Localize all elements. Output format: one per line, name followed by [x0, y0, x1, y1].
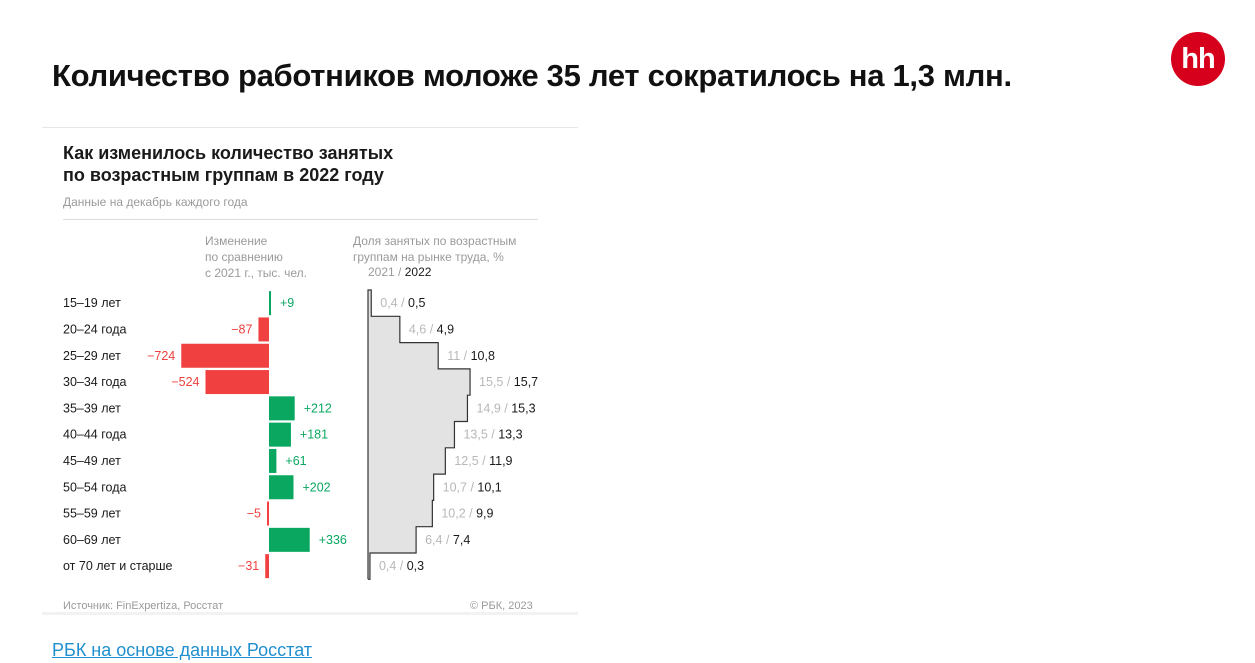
- category-label: 50–54 года: [63, 480, 126, 494]
- share-2022-value: 13,3: [498, 428, 522, 442]
- hh-logo[interactable]: hh: [1171, 32, 1225, 86]
- share-area: [368, 290, 471, 580]
- share-2022-value: 9,9: [476, 507, 493, 521]
- change-value-label: −5: [247, 507, 261, 521]
- change-bar: [269, 527, 310, 552]
- share-value-label: 0,4 / 0,5: [380, 296, 425, 310]
- share-2022-value: 4,9: [437, 322, 454, 336]
- category-label: от 70 лет и старше: [63, 559, 173, 573]
- share-value-label: 13,5 / 13,3: [463, 428, 522, 442]
- change-value-label: +202: [302, 480, 330, 494]
- change-bar: [258, 317, 269, 342]
- legend-separator: /: [394, 265, 405, 279]
- source-link[interactable]: РБК на основе данных Росстат: [52, 640, 313, 660]
- share-2021-value: 12,5 /: [454, 454, 489, 468]
- change-bar: [269, 291, 271, 316]
- share-2022-value: 0,3: [407, 559, 424, 573]
- share-legend: 2021 / 2022: [368, 265, 431, 279]
- card-divider: [42, 612, 578, 615]
- chart-title: Как изменилось количество занятых по воз…: [63, 143, 394, 185]
- legend-2022: 2022: [404, 265, 432, 279]
- share-2021-value: 13,5 /: [463, 428, 498, 442]
- share-2021-value: 10,7 /: [443, 480, 478, 494]
- share-2021-value: 15,5 /: [479, 375, 514, 389]
- share-2022-value: 7,4: [453, 533, 470, 547]
- category-label: 30–34 года: [63, 375, 126, 389]
- share-2022-value: 10,8: [471, 349, 495, 363]
- share-value-label: 4,6 / 4,9: [409, 322, 454, 336]
- share-outline: [367, 289, 471, 580]
- chart-subtitle: Данные на декабрь каждого года: [63, 195, 248, 209]
- chart-card: [42, 127, 578, 616]
- change-value-label: +212: [304, 401, 332, 415]
- category-label: 25–29 лет: [63, 349, 121, 363]
- page-headline: Количество работников моложе 35 лет сокр…: [52, 58, 1012, 93]
- category-label: 40–44 года: [63, 428, 126, 442]
- legend-2021: 2021: [368, 265, 395, 279]
- change-bar: [267, 501, 269, 526]
- share-2021-value: 10,2 /: [441, 507, 476, 521]
- change-column-header: Изменение по сравнению с 2021 г., тыс. ч…: [205, 234, 307, 280]
- share-2021-value: 11 /: [447, 349, 470, 363]
- change-bar: [269, 422, 291, 447]
- share-value-label: 15,5 / 15,7: [479, 375, 538, 389]
- change-value-label: +181: [300, 428, 328, 442]
- category-label: 55–59 лет: [63, 507, 121, 521]
- share-2021-value: 14,9 /: [476, 401, 511, 415]
- chart-source: Источник: FinExpertiza, Росстат: [63, 600, 224, 612]
- share-value-label: 10,2 / 9,9: [441, 507, 493, 521]
- change-value-label: −524: [171, 375, 199, 389]
- change-bar: [269, 475, 294, 500]
- category-label: 35–39 лет: [63, 401, 121, 415]
- share-2022-value: 0,5: [408, 296, 425, 310]
- share-2021-value: 6,4 /: [425, 533, 453, 547]
- change-value-label: −87: [231, 322, 252, 336]
- change-bar: [265, 554, 269, 579]
- share-value-label: 10,7 / 10,1: [443, 480, 502, 494]
- share-2021-value: 0,4 /: [379, 559, 407, 573]
- share-2022-value: 10,1: [477, 480, 501, 494]
- share-value-label: 0,4 / 0,3: [379, 559, 424, 573]
- change-value-label: +61: [285, 454, 306, 468]
- change-value-label: −724: [147, 349, 175, 363]
- category-label: 20–24 года: [63, 322, 126, 336]
- category-label: 15–19 лет: [63, 296, 121, 310]
- share-value-label: 6,4 / 7,4: [425, 533, 470, 547]
- change-bar: [269, 396, 295, 421]
- share-2022-value: 15,3: [511, 401, 535, 415]
- change-bar: [181, 343, 269, 368]
- share-column-header: Доля занятых по возрастным группам на ры…: [353, 234, 517, 264]
- share-value-label: 11 / 10,8: [447, 349, 495, 363]
- title-divider: [63, 219, 538, 220]
- share-2021-value: 4,6 /: [409, 322, 437, 336]
- change-value-label: −31: [238, 559, 259, 573]
- share-2022-value: 11,9: [489, 454, 512, 468]
- category-label: 45–49 лет: [63, 454, 121, 468]
- share-value-label: 12,5 / 11,9: [454, 454, 512, 468]
- category-label: 60–69 лет: [63, 533, 121, 547]
- change-bar: [205, 370, 269, 395]
- share-2021-value: 0,4 /: [380, 296, 408, 310]
- share-2022-value: 15,7: [514, 375, 538, 389]
- chart-copyright: © РБК, 2023: [470, 600, 533, 612]
- change-bar: [269, 448, 277, 473]
- share-value-label: 14,9 / 15,3: [476, 401, 535, 415]
- change-value-label: +336: [319, 533, 347, 547]
- change-value-label: +9: [280, 296, 294, 310]
